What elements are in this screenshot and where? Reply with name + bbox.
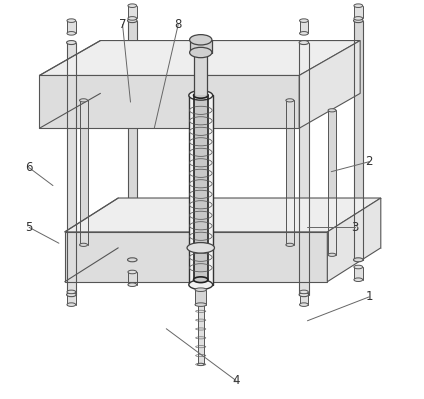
Ellipse shape — [67, 303, 76, 306]
Ellipse shape — [299, 32, 308, 35]
Polygon shape — [198, 285, 204, 364]
Ellipse shape — [354, 258, 363, 262]
Ellipse shape — [128, 17, 137, 20]
Ellipse shape — [354, 17, 363, 20]
Text: 7: 7 — [119, 18, 126, 31]
Text: 5: 5 — [25, 221, 33, 234]
Polygon shape — [67, 21, 76, 34]
Ellipse shape — [67, 290, 76, 294]
Ellipse shape — [67, 19, 76, 22]
Ellipse shape — [354, 278, 363, 282]
Ellipse shape — [198, 284, 204, 286]
Polygon shape — [189, 95, 213, 285]
Ellipse shape — [328, 109, 336, 112]
Polygon shape — [39, 41, 360, 75]
Ellipse shape — [80, 243, 87, 247]
Ellipse shape — [190, 35, 212, 45]
Polygon shape — [194, 53, 207, 95]
Text: 8: 8 — [175, 18, 182, 31]
Ellipse shape — [195, 303, 206, 306]
Polygon shape — [299, 41, 360, 128]
Ellipse shape — [128, 19, 137, 23]
Polygon shape — [299, 292, 308, 304]
Ellipse shape — [67, 293, 76, 296]
Polygon shape — [80, 100, 87, 245]
Ellipse shape — [67, 32, 76, 35]
Polygon shape — [299, 43, 309, 295]
Polygon shape — [39, 75, 299, 128]
Ellipse shape — [67, 41, 76, 45]
Ellipse shape — [299, 19, 308, 22]
Ellipse shape — [128, 258, 137, 262]
Ellipse shape — [299, 293, 309, 296]
Text: 4: 4 — [232, 374, 240, 387]
Ellipse shape — [189, 280, 213, 289]
Polygon shape — [65, 198, 381, 232]
Ellipse shape — [299, 290, 308, 294]
Ellipse shape — [195, 288, 206, 292]
Ellipse shape — [354, 265, 363, 269]
Polygon shape — [128, 6, 137, 18]
Polygon shape — [354, 267, 363, 280]
Ellipse shape — [299, 303, 308, 306]
Polygon shape — [286, 100, 294, 245]
Ellipse shape — [189, 91, 213, 100]
Ellipse shape — [80, 99, 87, 102]
Polygon shape — [190, 40, 212, 53]
Text: 2: 2 — [365, 155, 373, 168]
Polygon shape — [194, 95, 208, 280]
Polygon shape — [67, 43, 76, 295]
Polygon shape — [128, 21, 137, 260]
Ellipse shape — [128, 270, 137, 274]
Ellipse shape — [194, 277, 208, 282]
Text: 3: 3 — [351, 221, 359, 234]
Polygon shape — [128, 272, 137, 285]
Ellipse shape — [286, 99, 294, 102]
Ellipse shape — [187, 243, 215, 253]
Ellipse shape — [354, 19, 363, 23]
Ellipse shape — [128, 283, 137, 286]
Ellipse shape — [328, 253, 336, 257]
Polygon shape — [67, 292, 76, 304]
Ellipse shape — [286, 243, 294, 247]
Text: 1: 1 — [365, 290, 373, 303]
Polygon shape — [195, 290, 206, 304]
Ellipse shape — [198, 363, 204, 365]
Polygon shape — [354, 6, 363, 18]
Ellipse shape — [128, 4, 137, 8]
Ellipse shape — [299, 41, 309, 45]
Polygon shape — [65, 232, 327, 282]
Polygon shape — [299, 21, 308, 34]
Ellipse shape — [190, 47, 212, 58]
Ellipse shape — [194, 93, 208, 98]
Polygon shape — [354, 21, 363, 260]
Ellipse shape — [354, 4, 363, 8]
Polygon shape — [328, 110, 336, 255]
Text: 6: 6 — [25, 161, 33, 174]
Polygon shape — [327, 198, 381, 282]
